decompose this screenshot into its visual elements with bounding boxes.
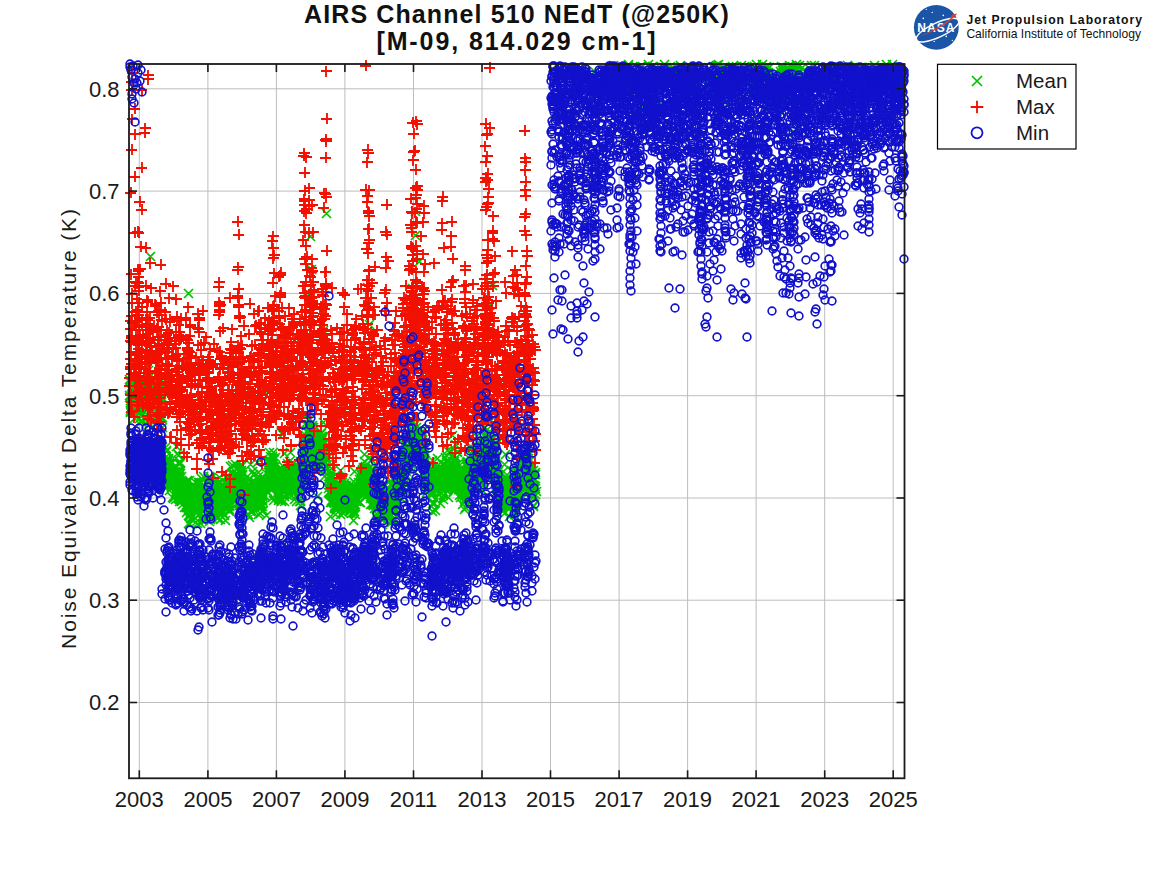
svg-text:2011: 2011 (390, 787, 437, 812)
svg-text:Max: Max (1016, 95, 1055, 118)
svg-text:Min: Min (1016, 121, 1049, 144)
svg-text:0.8: 0.8 (89, 77, 120, 102)
svg-text:2015: 2015 (526, 787, 575, 812)
svg-text:AIRS Channel 510 NEdT (@250K): AIRS Channel 510 NEdT (@250K) (304, 0, 730, 28)
svg-text:0.6: 0.6 (89, 281, 120, 306)
svg-text:0.4: 0.4 (89, 486, 120, 511)
svg-text:2003: 2003 (115, 787, 164, 812)
svg-text:2019: 2019 (663, 787, 712, 812)
svg-text:2021: 2021 (732, 787, 781, 812)
svg-text:California Institute of Techno: California Institute of Technology (966, 27, 1142, 41)
svg-text:2005: 2005 (183, 787, 232, 812)
svg-text:0.5: 0.5 (89, 384, 120, 409)
svg-text:2009: 2009 (320, 787, 369, 812)
svg-text:[M-09, 814.029 cm-1]: [M-09, 814.029 cm-1] (376, 27, 657, 55)
svg-text:2007: 2007 (252, 787, 301, 812)
svg-text:2023: 2023 (800, 787, 849, 812)
svg-text:0.3: 0.3 (89, 588, 120, 613)
svg-text:0.7: 0.7 (89, 179, 120, 204)
svg-text:2013: 2013 (458, 787, 507, 812)
svg-text:Mean: Mean (1016, 69, 1067, 92)
svg-text:Noise Equivalent Delta Tempera: Noise Equivalent Delta Temperature (K) (57, 207, 80, 649)
svg-text:2017: 2017 (595, 787, 644, 812)
svg-text:0.2: 0.2 (89, 690, 120, 715)
svg-text:2025: 2025 (869, 787, 918, 812)
svg-text:Jet Propulsion Laboratory: Jet Propulsion Laboratory (966, 13, 1143, 27)
